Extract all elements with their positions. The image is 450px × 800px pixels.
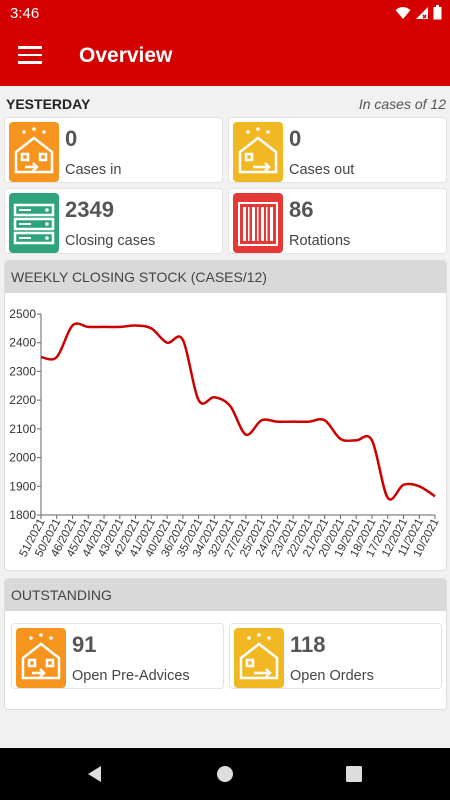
open-pre-advices-value: 91 <box>72 632 97 657</box>
weekly-closing-stock-chart: 1800190020002100220023002400250051/20215… <box>9 307 441 559</box>
closing-cases-label: Closing cases <box>65 233 156 249</box>
barcode-icon <box>233 193 283 253</box>
app-bar: Overview <box>0 26 450 86</box>
cases-in-value: 0 <box>65 126 78 151</box>
signal-icon <box>416 6 428 19</box>
section-title-yesterday: YESTERDAY <box>6 96 91 112</box>
cases-out-value: 0 <box>289 126 302 151</box>
recents-icon[interactable] <box>346 766 362 782</box>
stat-card-closing-cases[interactable]: 2349 Closing cases <box>4 188 223 254</box>
stat-card-open-orders[interactable]: 118 Open Orders <box>229 623 442 689</box>
yesterday-header: YESTERDAY In cases of 12 <box>6 96 446 114</box>
y-tick-label: 1900 <box>9 479 36 493</box>
status-icons <box>395 5 442 20</box>
y-tick-label: 2000 <box>9 451 36 465</box>
outstanding-panel: OUTSTANDING 91 Open Pre-Advices 118 Open… <box>4 578 447 710</box>
hamburger-menu-icon[interactable] <box>18 46 42 64</box>
weekly-closing-stock-panel: WEEKLY CLOSING STOCK (CASES/12) 1800 1900… <box>4 260 447 571</box>
stat-card-cases-out[interactable]: 0 Cases out <box>228 117 447 183</box>
y-tick-label: 1800 <box>9 508 36 522</box>
y-tick-label: 2500 <box>9 307 36 321</box>
series-line <box>40 322 436 501</box>
y-tick-label: 2200 <box>9 393 36 407</box>
status-time: 3:46 <box>10 5 40 22</box>
warehouse-in-icon <box>9 122 59 182</box>
stat-card-cases-in[interactable]: 0 Cases in <box>4 117 223 183</box>
rotations-value: 86 <box>289 197 314 222</box>
open-pre-advices-label: Open Pre-Advices <box>72 668 190 684</box>
page-title: Overview <box>79 44 173 67</box>
wifi-icon <box>395 6 411 19</box>
stat-card-open-pre-advices[interactable]: 91 Open Pre-Advices <box>11 623 224 689</box>
open-orders-label: Open Orders <box>290 668 374 684</box>
panel-header: WEEKLY CLOSING STOCK (CASES/12) <box>5 261 446 293</box>
cases-out-label: Cases out <box>289 162 355 178</box>
open-orders-value: 118 <box>290 632 326 657</box>
home-icon[interactable] <box>216 765 234 783</box>
warehouse-out-icon <box>233 122 283 182</box>
server-stack-icon <box>9 193 59 253</box>
system-nav-bar <box>0 748 450 800</box>
unit-note: In cases of 12 <box>358 96 446 112</box>
panel-header: OUTSTANDING <box>5 579 446 611</box>
weekly-chart-title: WEEKLY CLOSING STOCK (CASES/12) <box>11 269 267 285</box>
stat-card-rotations[interactable]: 86 Rotations <box>228 188 447 254</box>
y-tick-label: 2400 <box>9 336 36 350</box>
y-tick-label: 2300 <box>9 364 36 378</box>
cases-in-label: Cases in <box>65 162 122 178</box>
back-icon[interactable] <box>85 764 105 784</box>
battery-icon <box>433 5 442 20</box>
warehouse-in-icon <box>16 628 66 688</box>
closing-cases-value: 2349 <box>65 197 114 222</box>
warehouse-out-icon <box>234 628 284 688</box>
y-tick-label: 2100 <box>9 422 36 436</box>
status-bar: 3:46 <box>0 0 450 26</box>
section-title-outstanding: OUTSTANDING <box>11 587 112 603</box>
rotations-label: Rotations <box>289 233 351 249</box>
